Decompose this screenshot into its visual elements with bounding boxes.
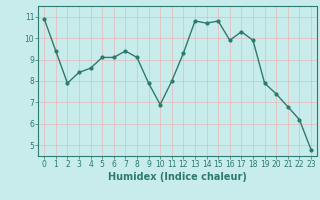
X-axis label: Humidex (Indice chaleur): Humidex (Indice chaleur) [108,172,247,182]
